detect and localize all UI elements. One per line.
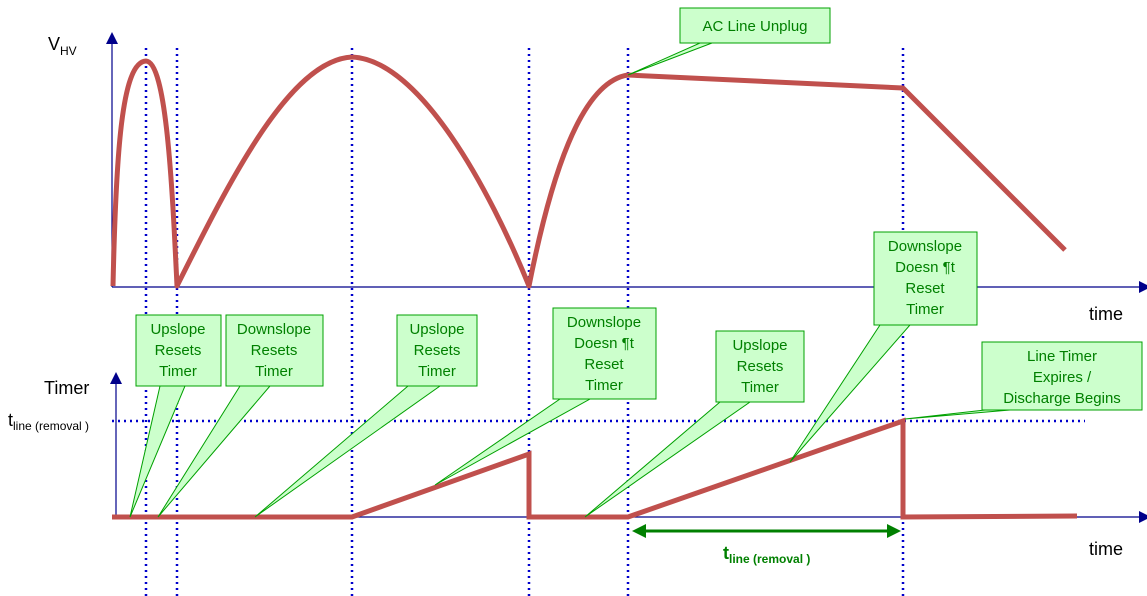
callout-text: Reset <box>584 356 624 373</box>
vhv-label: VHV <box>48 34 77 58</box>
callout-text: Line Timer <box>1027 348 1097 365</box>
bottom-x-label: time <box>1089 539 1123 559</box>
callout-text: Downslope <box>888 238 962 255</box>
callouts: AC Line Unplug Upslope Resets Timer Down… <box>129 7 1143 518</box>
callout-text: Upslope <box>732 337 787 354</box>
callout-text: Reset <box>905 280 945 297</box>
timer-waveform <box>112 417 1078 520</box>
callout-text: Timer <box>159 363 197 380</box>
callout-downslope-2: Downslope Doesn ¶t Reset Timer <box>434 307 657 486</box>
callout-text: Resets <box>414 342 461 359</box>
top-x-label: time <box>1089 304 1123 324</box>
callout-line-timer: Line Timer Expires / Discharge Begins <box>904 341 1143 420</box>
callout-text: Doesn ¶t <box>895 259 956 276</box>
threshold-label: tline (removal ) <box>8 410 89 433</box>
callout-text: Discharge Begins <box>1003 390 1121 407</box>
callout-upslope-2: Upslope Resets Timer <box>254 314 478 518</box>
timer-label: Timer <box>44 378 89 398</box>
callout-text: Upslope <box>409 321 464 338</box>
vhv-waveform <box>110 54 1067 289</box>
callout-downslope-1: Downslope Resets Timer <box>157 314 324 518</box>
callout-upslope-3: Upslope Resets Timer <box>584 330 805 518</box>
callout-text: Downslope <box>237 321 311 338</box>
callout-text: Timer <box>585 377 623 394</box>
callout-text: Timer <box>741 379 779 396</box>
callout-text: Downslope <box>567 314 641 331</box>
callout-ac-line-unplug: AC Line Unplug <box>627 7 831 76</box>
callout-downslope-3: Downslope Doesn ¶t Reset Timer <box>789 231 978 463</box>
callout-text: Timer <box>906 301 944 318</box>
callout-text: Resets <box>737 358 784 375</box>
callout-text: Resets <box>251 342 298 359</box>
callout-text: AC Line Unplug <box>702 18 807 35</box>
callout-text: Timer <box>418 363 456 380</box>
callout-text: Doesn ¶t <box>574 335 635 352</box>
callout-upslope-1: Upslope Resets Timer <box>129 314 222 518</box>
callout-text: Resets <box>155 342 202 359</box>
callout-text: Expires / <box>1033 369 1092 386</box>
callout-text: Upslope <box>150 321 205 338</box>
duration-arrow <box>632 524 901 538</box>
duration-label: tline (removal ) <box>723 543 810 566</box>
callout-text: Timer <box>255 363 293 380</box>
